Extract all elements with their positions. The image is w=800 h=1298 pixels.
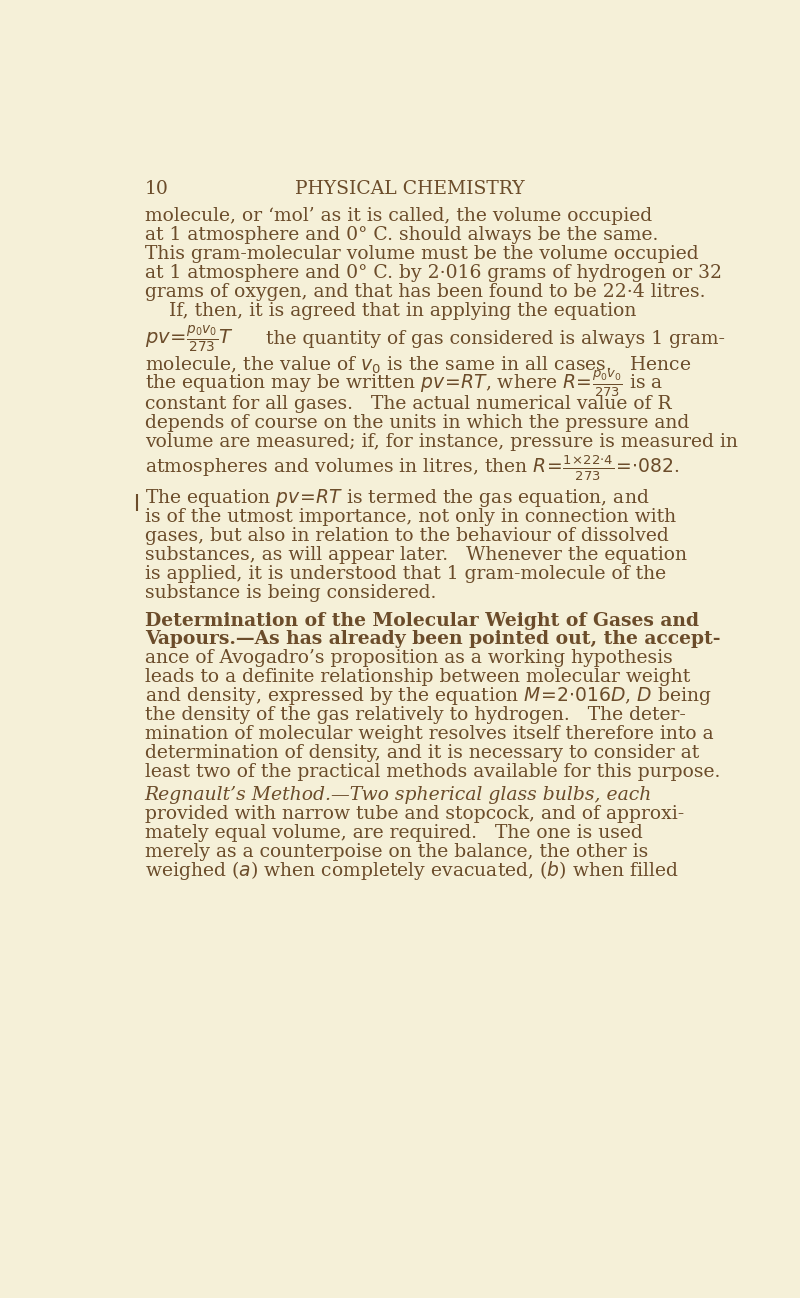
Text: provided with narrow tube and stopcock, and of approxi-: provided with narrow tube and stopcock, … [145,805,684,823]
Text: at 1 atmosphere and 0° C. should always be the same.: at 1 atmosphere and 0° C. should always … [145,226,658,244]
Text: This gram-molecular volume must be the volume occupied: This gram-molecular volume must be the v… [145,245,698,262]
Text: molecule, the value of $v_0$ is the same in all cases.   Hence: molecule, the value of $v_0$ is the same… [145,354,691,376]
Text: mately equal volume, are required.   The one is used: mately equal volume, are required. The o… [145,824,642,842]
Text: If, then, it is agreed that in applying the equation: If, then, it is agreed that in applying … [170,301,637,319]
Text: is applied, it is understood that 1 gram-molecule of the: is applied, it is understood that 1 gram… [145,565,666,583]
Text: at 1 atmosphere and 0° C. by 2·016 grams of hydrogen or 32: at 1 atmosphere and 0° C. by 2·016 grams… [145,263,722,282]
Text: merely as a counterpoise on the balance, the other is: merely as a counterpoise on the balance,… [145,844,648,862]
Text: gases, but also in relation to the behaviour of dissolved: gases, but also in relation to the behav… [145,527,668,545]
Text: Determination of the Molecular Weight of Gases and: Determination of the Molecular Weight of… [145,611,698,630]
Text: substances, as will appear later.   Whenever the equation: substances, as will appear later. Whenev… [145,545,686,563]
Text: volume are measured; if, for instance, pressure is measured in: volume are measured; if, for instance, p… [145,432,738,450]
Text: is of the utmost importance, not only in connection with: is of the utmost importance, not only in… [145,508,676,526]
Text: molecule, or ‘mol’ as it is called, the volume occupied: molecule, or ‘mol’ as it is called, the … [145,206,652,225]
Text: constant for all gases.   The actual numerical value of R: constant for all gases. The actual numer… [145,395,671,413]
Text: weighed ($a$) when completely evacuated, ($b$) when filled: weighed ($a$) when completely evacuated,… [145,859,678,883]
Text: least two of the practical methods available for this purpose.: least two of the practical methods avail… [145,763,720,781]
Text: substance is being considered.: substance is being considered. [145,584,436,601]
Text: the quantity of gas considered is always 1 gram-: the quantity of gas considered is always… [266,330,725,348]
Text: depends of course on the units in which the pressure and: depends of course on the units in which … [145,414,689,432]
Text: ance of Avogadro’s proposition as a working hypothesis: ance of Avogadro’s proposition as a work… [145,649,672,667]
Text: $pv\!=\!\frac{p_0v_0}{273}T$: $pv\!=\!\frac{p_0v_0}{273}T$ [145,323,234,353]
Text: mination of molecular weight resolves itself therefore into a: mination of molecular weight resolves it… [145,726,714,744]
Text: Vapours.—As has already been pointed out, the accept-: Vapours.—As has already been pointed out… [145,631,720,649]
Text: The equation $pv\!=\!RT$ is termed the gas equation, and: The equation $pv\!=\!RT$ is termed the g… [145,487,649,509]
Text: 10: 10 [145,179,169,197]
Text: the density of the gas relatively to hydrogen.   The deter-: the density of the gas relatively to hyd… [145,706,686,724]
Text: grams of oxygen, and that has been found to be 22·4 litres.: grams of oxygen, and that has been found… [145,283,705,301]
Text: PHYSICAL CHEMISTRY: PHYSICAL CHEMISTRY [295,179,525,197]
Text: and density, expressed by the equation $M\!=\!2{\cdot}016D$, $D$ being: and density, expressed by the equation $… [145,685,711,707]
Text: determination of density, and it is necessary to consider at: determination of density, and it is nece… [145,745,699,762]
Text: leads to a definite relationship between molecular weight: leads to a definite relationship between… [145,668,690,687]
Text: atmospheres and volumes in litres, then $R\!=\!\frac{1\!\times\!22{\cdot}4}{273}: atmospheres and volumes in litres, then … [145,454,679,483]
Text: Regnault’s Method.—Two spherical glass bulbs, each: Regnault’s Method.—Two spherical glass b… [145,787,652,805]
Text: the equation may be written $pv\!=\!RT$, where $R\!=\!\frac{p_0v_0}{273}$ is a: the equation may be written $pv\!=\!RT$,… [145,369,662,400]
